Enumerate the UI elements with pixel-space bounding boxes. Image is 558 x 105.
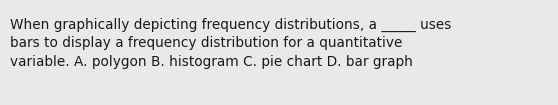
- Text: variable. A. polygon B. histogram C. pie chart D. bar graph: variable. A. polygon B. histogram C. pie…: [10, 55, 413, 69]
- Text: When graphically depicting frequency distributions, a _____ uses: When graphically depicting frequency dis…: [10, 18, 451, 32]
- Text: bars to display a frequency distribution for a quantitative: bars to display a frequency distribution…: [10, 37, 402, 51]
